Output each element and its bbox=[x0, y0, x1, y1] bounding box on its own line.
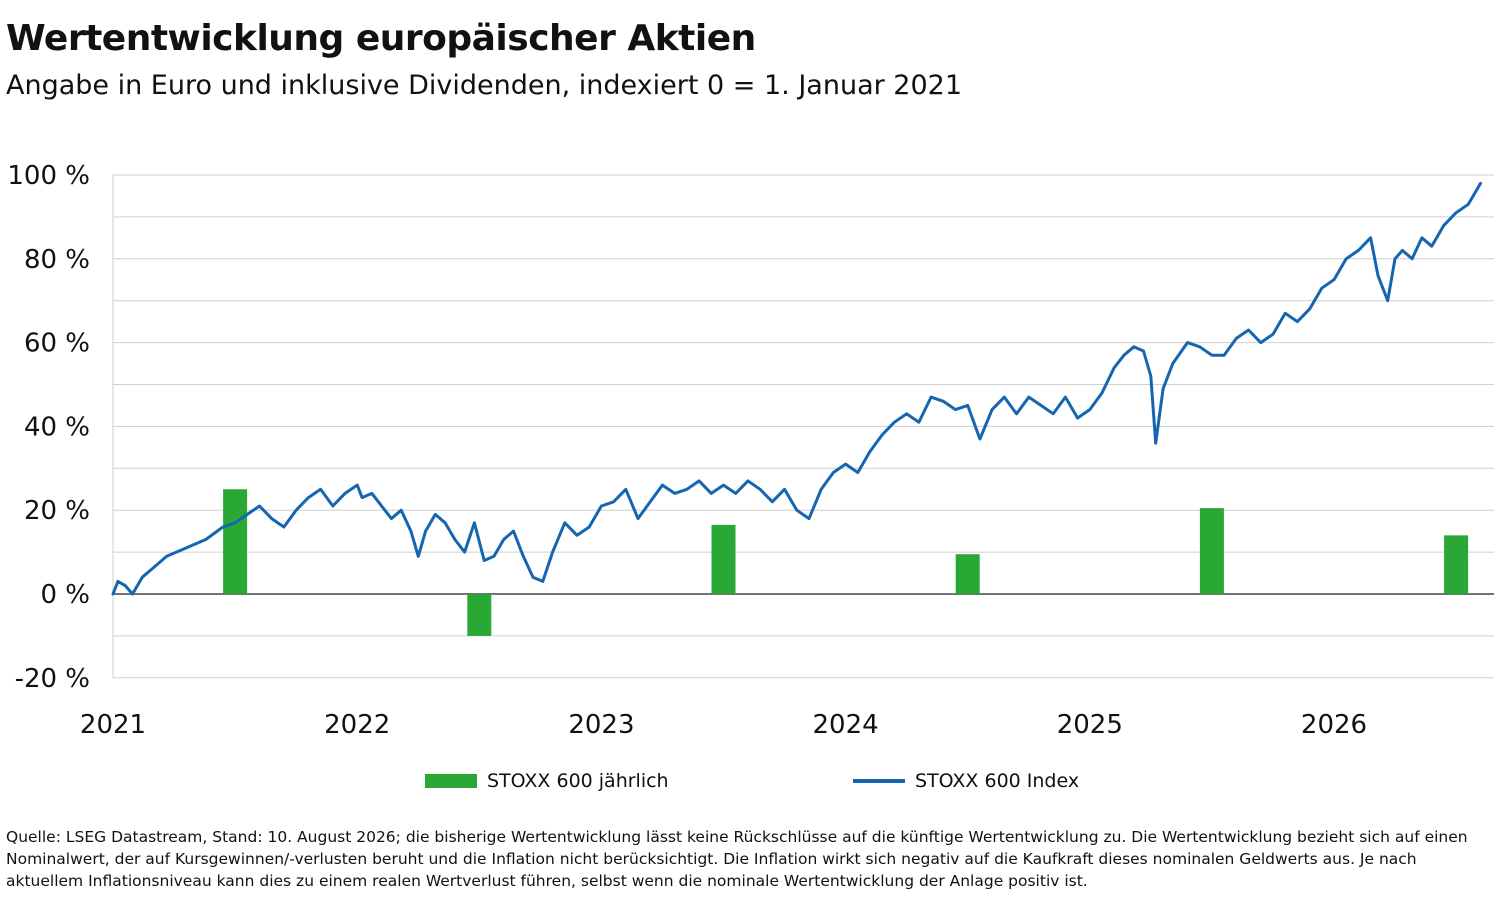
legend: STOXX 600 jährlich STOXX 600 Index bbox=[0, 770, 1500, 800]
bar bbox=[711, 524, 736, 594]
bar bbox=[1444, 535, 1469, 594]
y-tick-label: 100 % bbox=[7, 161, 90, 191]
bar bbox=[223, 489, 248, 594]
source-footnote: Quelle: LSEG Datastream, Stand: 10. Augu… bbox=[6, 828, 1468, 890]
y-tick-label: 80 % bbox=[24, 245, 90, 275]
y-tick-label: 0 % bbox=[40, 580, 90, 610]
legend-item-line: STOXX 600 Index bbox=[853, 770, 1079, 792]
y-tick-label: 60 % bbox=[24, 329, 90, 359]
bar bbox=[955, 554, 980, 594]
x-axis-ticks: 2021 2022 2023 2024 2025 2026 bbox=[80, 710, 1367, 740]
x-tick-label: 2021 bbox=[80, 710, 146, 740]
bar bbox=[467, 594, 492, 636]
chart-plot: 100 %80 %60 %40 %20 %0 %-20 % 2021 2022 20… bbox=[7, 161, 1494, 740]
grid-lines bbox=[112, 174, 1494, 679]
bar bbox=[1199, 508, 1224, 594]
legend-label-bars: STOXX 600 jährlich bbox=[487, 770, 669, 792]
chart-subtitle: Angabe in Euro und inklusive Dividenden,… bbox=[6, 70, 963, 101]
x-tick-label: 2026 bbox=[1301, 710, 1367, 740]
x-tick-label: 2022 bbox=[324, 710, 390, 740]
x-tick-label: 2024 bbox=[813, 710, 879, 740]
legend-item-bars: STOXX 600 jährlich bbox=[425, 770, 669, 792]
legend-swatch-bar bbox=[425, 774, 477, 788]
x-tick-label: 2023 bbox=[568, 710, 634, 740]
legend-swatch-line bbox=[853, 779, 905, 783]
legend-label-line: STOXX 600 Index bbox=[915, 770, 1080, 792]
bar-series bbox=[223, 489, 1469, 636]
x-tick-label: 2025 bbox=[1057, 710, 1123, 740]
line-series bbox=[111, 181, 1482, 596]
y-axis-ticks: 100 % 80 % 60 % 40 % 20 % 0 % -20 % bbox=[7, 161, 90, 694]
index-line bbox=[111, 181, 1482, 596]
chart-title: Wertentwicklung europäischer Aktien bbox=[6, 18, 756, 59]
y-tick-label: 20 % bbox=[24, 496, 90, 526]
y-tick-label: -20 % bbox=[15, 664, 90, 694]
y-tick-label: 40 % bbox=[24, 412, 90, 442]
